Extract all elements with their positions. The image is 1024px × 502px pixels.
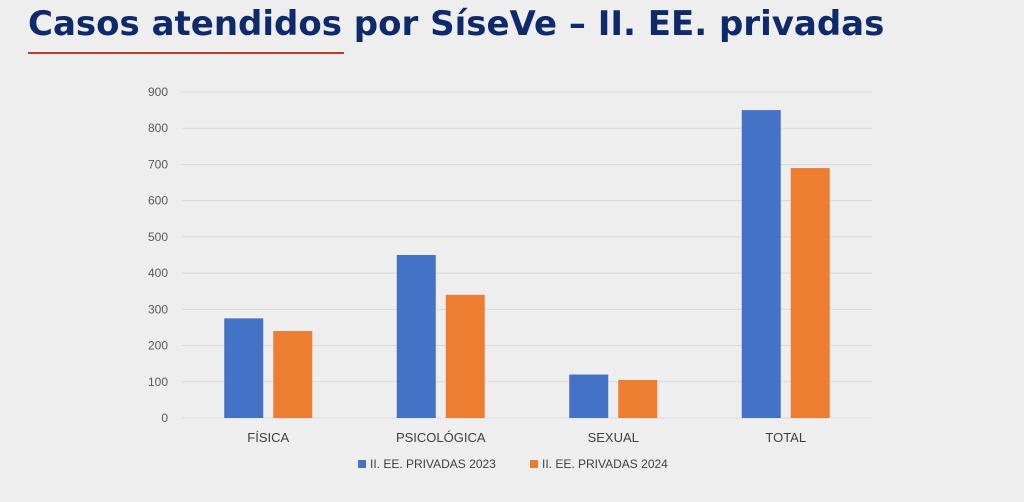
legend: II. EE. PRIVADAS 2023 II. EE. PRIVADAS 20…	[358, 457, 668, 471]
x-category-label: SEXUAL	[588, 430, 639, 445]
y-tick-label: 100	[148, 375, 168, 389]
bar-física-2024	[273, 331, 313, 418]
x-category-label: FÍSICA	[247, 430, 289, 445]
bar-total-2023	[741, 110, 781, 418]
title-underline	[28, 52, 344, 54]
bar-total-2024	[790, 168, 830, 418]
y-tick-label: 800	[148, 121, 168, 135]
bar-psicológica-2024	[445, 294, 485, 418]
slide-title: Casos atendidos por SíseVe – II. EE. pri…	[28, 4, 885, 44]
y-tick-label: 0	[161, 411, 168, 425]
bar-sexual-2024	[618, 379, 658, 418]
bar-sexual-2023	[569, 374, 609, 418]
y-tick-label: 200	[148, 339, 168, 353]
legend-swatch	[530, 460, 538, 468]
legend-entry: II. EE. PRIVADAS 2023	[370, 457, 496, 471]
x-category-label: PSICOLÓGICA	[396, 430, 486, 445]
y-tick-label: 500	[148, 230, 168, 244]
legend-entry: II. EE. PRIVADAS 2024	[542, 457, 668, 471]
x-category-label: TOTAL	[765, 430, 806, 445]
y-tick-label: 300	[148, 302, 168, 316]
y-tick-label: 900	[148, 85, 168, 99]
y-tick-label: 700	[148, 157, 168, 171]
bar-psicológica-2023	[396, 255, 436, 418]
bar-física-2023	[224, 318, 264, 418]
bars	[224, 110, 830, 418]
y-tick-label: 600	[148, 194, 168, 208]
x-axis-categories: FÍSICA PSICOLÓGICA SEXUAL TOTAL	[247, 430, 806, 445]
y-tick-label: 400	[148, 266, 168, 280]
legend-swatch	[358, 460, 366, 468]
y-axis-ticks: 0 100 200 300 400 500 600 700 800 900	[148, 85, 168, 425]
